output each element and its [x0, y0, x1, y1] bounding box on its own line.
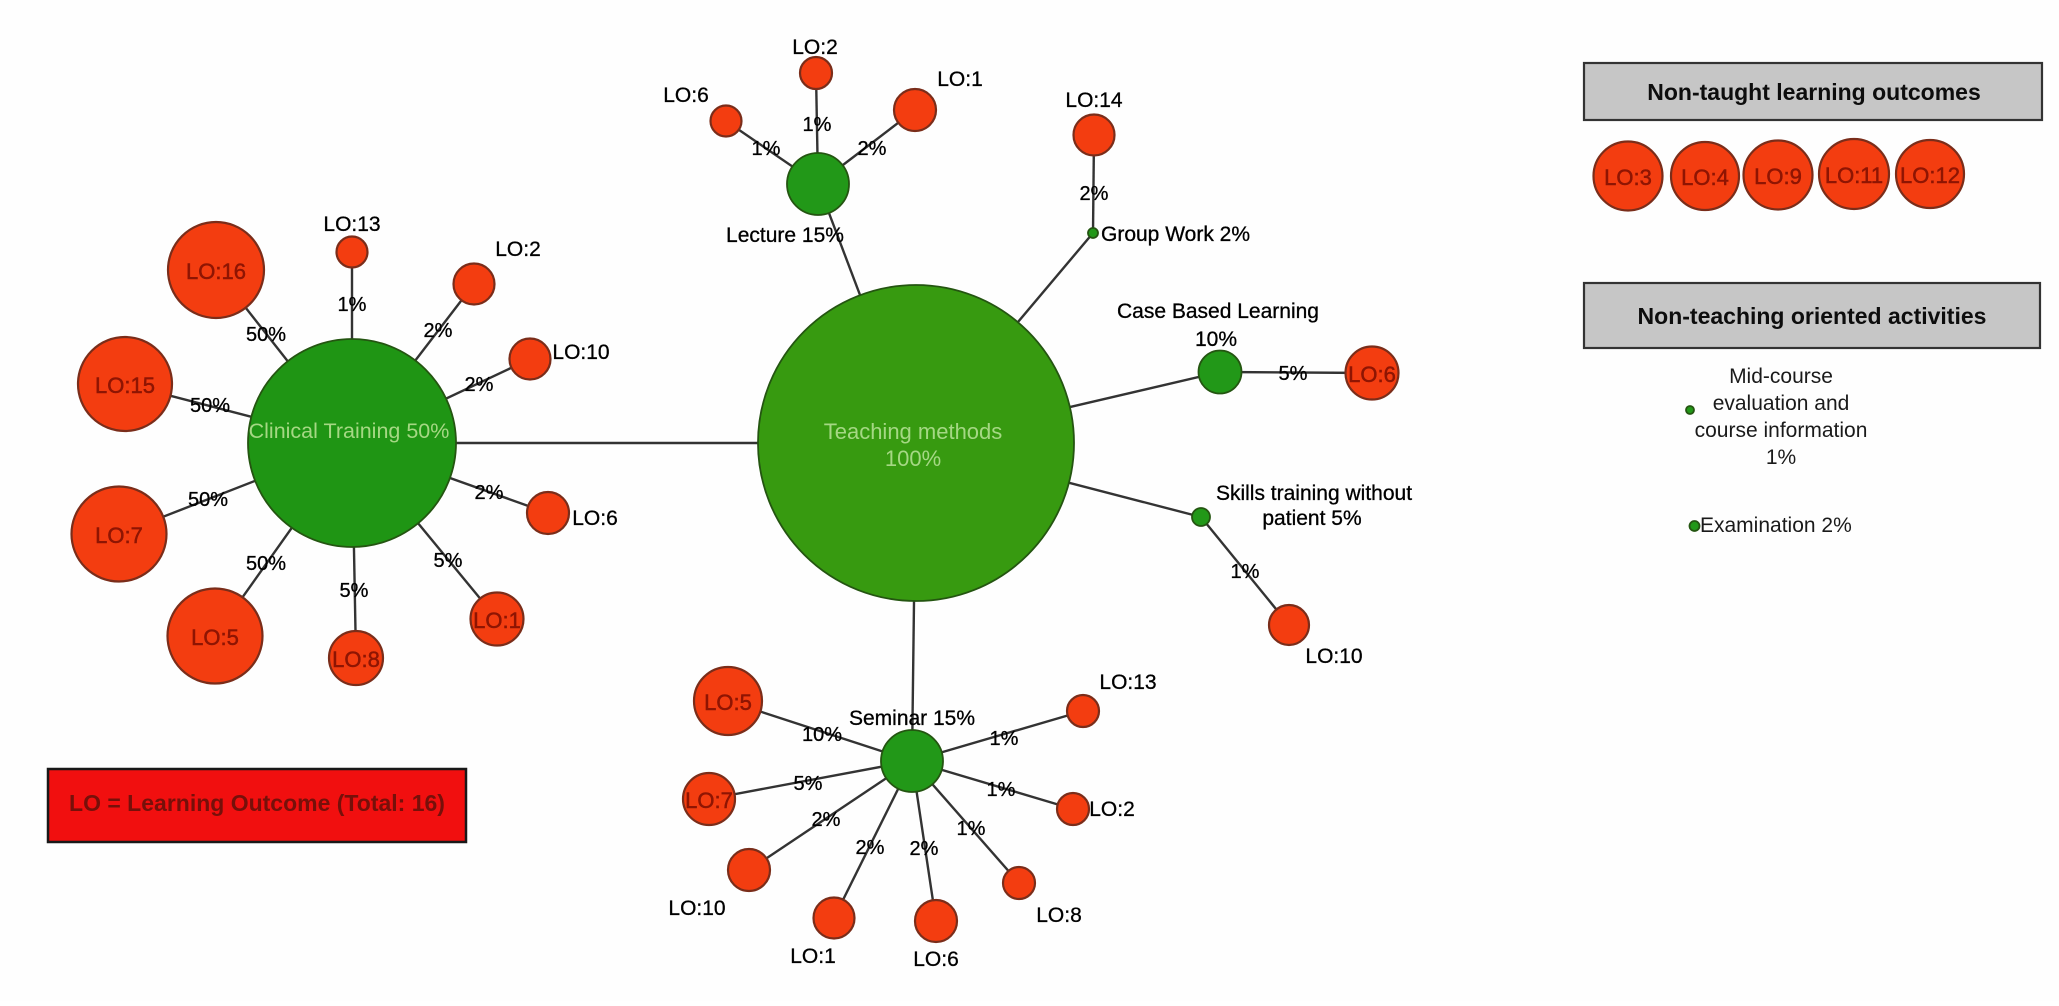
svg-text:LO:1: LO:1 [937, 68, 983, 91]
svg-text:LO:4: LO:4 [1681, 165, 1729, 190]
svg-text:5%: 5% [1279, 363, 1308, 385]
svg-text:1%: 1% [338, 294, 367, 316]
svg-text:1%: 1% [990, 728, 1019, 750]
svg-text:Teaching methods: Teaching methods [824, 419, 1003, 444]
svg-text:LO:6: LO:6 [663, 84, 709, 107]
svg-text:LO:8: LO:8 [1036, 904, 1082, 927]
svg-text:evaluation and: evaluation and [1713, 392, 1850, 415]
svg-text:LO:2: LO:2 [1089, 798, 1135, 821]
svg-text:LO:13: LO:13 [1099, 671, 1156, 694]
svg-text:LO:10: LO:10 [552, 341, 609, 364]
svg-text:50%: 50% [246, 553, 286, 575]
svg-text:1%: 1% [957, 818, 986, 840]
svg-text:LO:7: LO:7 [685, 788, 733, 813]
svg-text:LO:13: LO:13 [323, 213, 380, 236]
svg-text:Non-teaching oriented activiti: Non-teaching oriented activities [1638, 303, 1987, 329]
svg-text:10%: 10% [1195, 328, 1237, 351]
svg-text:LO:10: LO:10 [668, 897, 725, 920]
svg-text:LO:16: LO:16 [186, 259, 246, 284]
svg-text:LO:9: LO:9 [1754, 164, 1802, 189]
svg-text:LO:14: LO:14 [1065, 89, 1123, 112]
svg-text:1%: 1% [1766, 446, 1796, 469]
svg-text:5%: 5% [794, 773, 823, 795]
svg-text:2%: 2% [812, 809, 841, 831]
svg-text:Skills training without: Skills training without [1216, 482, 1412, 505]
svg-text:LO:6: LO:6 [1348, 362, 1396, 387]
svg-text:LO:6: LO:6 [913, 948, 959, 971]
svg-text:Group Work 2%: Group Work 2% [1101, 223, 1250, 246]
svg-text:1%: 1% [1231, 561, 1260, 583]
svg-text:LO:2: LO:2 [495, 238, 541, 261]
svg-text:Case Based Learning: Case Based Learning [1117, 300, 1319, 323]
svg-text:10%: 10% [802, 724, 842, 746]
svg-text:LO:10: LO:10 [1305, 645, 1362, 668]
svg-text:2%: 2% [465, 374, 494, 396]
svg-text:LO:11: LO:11 [1825, 163, 1883, 188]
svg-text:Non-taught learning outcomes: Non-taught learning outcomes [1647, 79, 1981, 105]
svg-text:LO:1: LO:1 [473, 608, 521, 633]
svg-text:patient 5%: patient 5% [1262, 507, 1361, 530]
svg-text:2%: 2% [1080, 183, 1109, 205]
svg-text:Examination 2%: Examination 2% [1700, 514, 1852, 537]
svg-text:1%: 1% [803, 114, 832, 136]
svg-text:LO:7: LO:7 [95, 523, 143, 548]
svg-text:50%: 50% [190, 395, 230, 417]
svg-text:course information: course information [1695, 419, 1868, 442]
svg-text:5%: 5% [434, 550, 463, 572]
svg-text:1%: 1% [987, 779, 1016, 801]
svg-text:2%: 2% [424, 320, 453, 342]
svg-text:Seminar 15%: Seminar 15% [849, 707, 975, 730]
svg-text:Lecture 15%: Lecture 15% [726, 224, 844, 247]
svg-text:LO:3: LO:3 [1604, 165, 1652, 190]
svg-text:2%: 2% [910, 838, 939, 860]
svg-text:LO:5: LO:5 [704, 690, 752, 715]
svg-text:Clinical Training 50%: Clinical Training 50% [249, 419, 450, 443]
svg-text:LO:12: LO:12 [1900, 163, 1960, 188]
svg-text:5%: 5% [340, 580, 369, 602]
svg-text:50%: 50% [246, 324, 286, 346]
svg-text:100%: 100% [885, 446, 941, 471]
svg-text:LO = Learning Outcome (Total:: LO = Learning Outcome (Total: 16) [69, 790, 445, 816]
svg-text:LO:1: LO:1 [790, 945, 836, 968]
svg-text:2%: 2% [858, 138, 887, 160]
svg-text:LO:2: LO:2 [792, 36, 838, 59]
svg-text:LO:15: LO:15 [95, 373, 155, 398]
svg-text:LO:6: LO:6 [572, 507, 618, 530]
svg-text:1%: 1% [752, 138, 781, 160]
svg-text:Mid-course: Mid-course [1729, 365, 1833, 388]
svg-text:2%: 2% [475, 482, 504, 504]
svg-text:LO:5: LO:5 [191, 625, 239, 650]
svg-text:50%: 50% [188, 489, 228, 511]
svg-text:LO:8: LO:8 [332, 647, 380, 672]
svg-text:2%: 2% [856, 837, 885, 859]
